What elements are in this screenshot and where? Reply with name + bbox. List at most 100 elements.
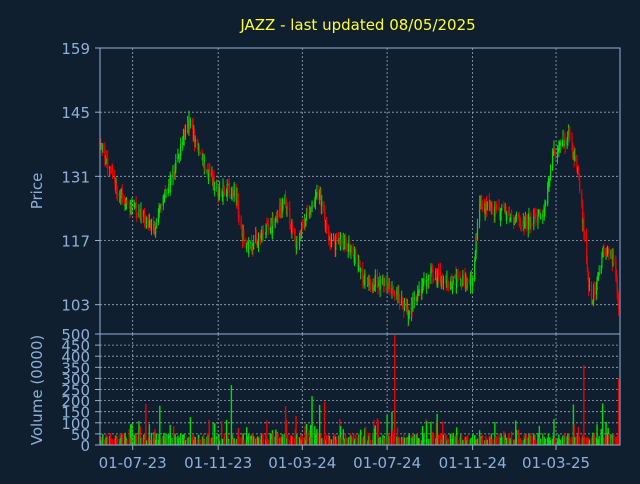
candle-body — [420, 289, 422, 294]
candle-body — [325, 220, 327, 226]
candle-body — [525, 216, 527, 229]
candle-body — [611, 253, 613, 264]
candle-body — [581, 192, 583, 205]
volume-bar — [605, 421, 607, 445]
candle-body — [528, 214, 530, 216]
candle-body — [509, 217, 511, 220]
volume-bar — [340, 437, 342, 445]
candle-body — [152, 217, 155, 232]
candle-body — [129, 203, 132, 213]
candle-body — [179, 153, 181, 157]
volume-bar — [426, 421, 428, 445]
candle-body — [353, 254, 356, 260]
volume-bar — [355, 434, 357, 445]
candle-body — [451, 274, 453, 288]
candle-body — [530, 219, 532, 226]
volume-bar — [486, 439, 488, 445]
price-grid — [100, 48, 620, 334]
candle-body — [164, 190, 166, 193]
candle-body — [489, 204, 491, 206]
candle-body — [266, 223, 269, 225]
volume-bar — [525, 433, 527, 445]
candle-body — [408, 312, 410, 315]
candle-body — [177, 156, 179, 160]
candle-body — [563, 136, 565, 144]
candle-body — [610, 251, 612, 257]
price-y-axis: 103 117 131 145 159 — [61, 40, 100, 315]
volume-bar — [534, 434, 536, 445]
volume-bar — [437, 434, 440, 445]
volume-bar — [549, 440, 552, 445]
candle-body — [276, 215, 278, 221]
volume-bar — [145, 403, 147, 445]
candle-body — [505, 208, 507, 219]
volume-bar — [287, 434, 289, 445]
candle-body — [579, 180, 581, 191]
candle-body — [435, 269, 438, 279]
candle-body — [310, 209, 312, 211]
candle-body — [586, 262, 588, 269]
candle-body — [381, 280, 383, 284]
volume-bar — [520, 440, 522, 445]
candle-body — [236, 195, 238, 201]
candle-body — [237, 195, 239, 202]
candle-body — [369, 278, 372, 286]
volume-bar — [295, 415, 297, 445]
candle-body — [559, 142, 561, 146]
candle-body — [286, 206, 288, 209]
candle-body — [498, 206, 500, 209]
candle-body — [603, 248, 605, 255]
candle-body — [320, 191, 322, 207]
candle-body — [350, 246, 352, 253]
volume-bar — [452, 432, 454, 445]
candle-body — [387, 282, 390, 286]
candle-body — [590, 286, 593, 302]
candle-body — [291, 224, 294, 228]
volume-bar — [403, 437, 406, 445]
candle-body — [514, 219, 516, 221]
volume-bar — [296, 438, 299, 445]
volume-bar — [518, 433, 520, 445]
candle-body — [314, 202, 316, 205]
candle-body — [476, 221, 479, 239]
candle-body — [335, 238, 337, 240]
volume-bar — [613, 433, 615, 445]
volume-bar — [339, 425, 342, 445]
candle-body — [319, 193, 321, 199]
volume-bar — [111, 439, 114, 445]
candle-body — [542, 214, 544, 218]
volume-bar — [184, 440, 187, 445]
candle-body — [558, 145, 560, 151]
candle-body — [202, 157, 204, 162]
volume-bar — [116, 436, 119, 445]
volume-bar — [148, 424, 151, 445]
candle-body — [326, 220, 328, 229]
date-tick-label: 01-03-25 — [522, 454, 590, 472]
volume-grid — [100, 334, 620, 445]
candle-body — [451, 285, 454, 289]
candle-body — [496, 206, 498, 210]
candle-body — [280, 213, 283, 216]
candle-body — [611, 253, 613, 255]
candle-body — [158, 209, 160, 218]
candle-body — [257, 236, 260, 245]
candle-body — [250, 241, 253, 251]
volume-bar — [306, 433, 308, 445]
candle-body — [197, 140, 199, 150]
candle-body — [125, 205, 127, 206]
volume-bar — [350, 435, 352, 445]
candle-body — [121, 191, 123, 198]
candle-body — [347, 244, 349, 252]
candle-body — [572, 152, 575, 159]
candle-body — [378, 281, 380, 287]
candle-body — [407, 307, 409, 320]
volume-bar — [261, 433, 264, 445]
date-x-axis: 01-07-23 01-11-23 01-03-24 01-07-24 01-11-24… — [99, 445, 590, 472]
candle-body — [592, 286, 595, 302]
candle-body — [535, 212, 537, 223]
candle-body — [173, 172, 175, 174]
volume-bar — [285, 420, 288, 445]
volume-bar — [342, 429, 345, 445]
volume-bar — [277, 433, 279, 445]
